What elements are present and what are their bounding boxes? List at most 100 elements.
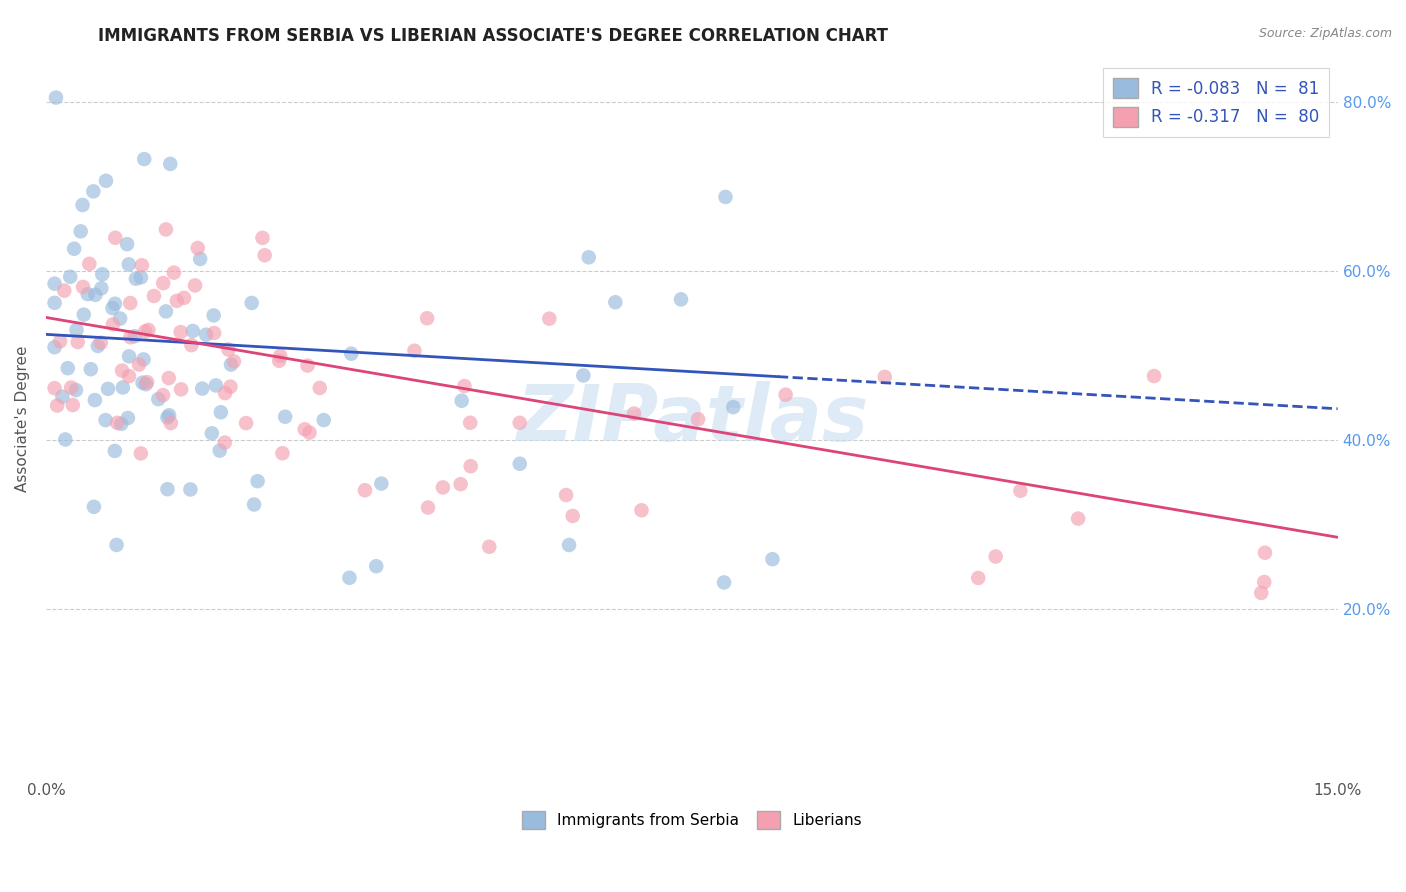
Text: Source: ZipAtlas.com: Source: ZipAtlas.com [1258,27,1392,40]
Point [124,329,146,343]
Point [80,362,103,376]
Point [214,386,236,401]
Point [561,508,583,523]
Point [105,416,128,430]
Point [218,343,240,357]
Point [110,417,132,431]
Point [131,376,153,390]
Point [1253,575,1275,590]
Y-axis label: Associate's Degree: Associate's Degree [15,346,30,492]
Point [49,334,72,349]
Point [44,295,66,310]
Point [159,157,181,171]
Point [120,330,142,344]
Point [76,287,98,301]
Point [253,248,276,262]
Point [235,416,257,430]
Point [308,381,330,395]
Text: ZIPatlas: ZIPatlas [516,381,868,457]
Point [115,237,138,252]
Point [630,503,652,517]
Point [134,152,156,166]
Point [370,476,392,491]
Point [157,408,180,422]
Point [44,381,66,395]
Point [478,540,501,554]
Point [111,380,134,394]
Point [128,358,150,372]
Point [1010,483,1032,498]
Point [83,500,105,514]
Point [214,435,236,450]
Point [87,339,110,353]
Point [873,369,896,384]
Point [243,498,266,512]
Point [152,388,174,402]
Point [572,368,595,383]
Point [605,295,627,310]
Point [45,90,67,104]
Point [209,405,232,419]
Point [246,474,269,488]
Text: IMMIGRANTS FROM SERBIA VS LIBERIAN ASSOCIATE'S DEGREE CORRELATION CHART: IMMIGRANTS FROM SERBIA VS LIBERIAN ASSOC… [98,27,889,45]
Point [312,413,335,427]
Point [170,382,193,396]
Point [104,297,127,311]
Point [134,325,156,339]
Point [118,369,141,384]
Point [94,174,117,188]
Point [63,242,86,256]
Point [219,358,242,372]
Point [44,340,66,354]
Point [156,482,179,496]
Point [297,359,319,373]
Point [65,383,87,397]
Point [84,288,107,302]
Point [111,363,134,377]
Point [83,393,105,408]
Point [294,422,316,436]
Point [69,224,91,238]
Point [105,538,128,552]
Point [1250,586,1272,600]
Point [184,278,207,293]
Point [136,375,159,389]
Point [180,338,202,352]
Point [555,488,578,502]
Point [713,575,735,590]
Point [173,291,195,305]
Point [156,410,179,425]
Point [187,241,209,255]
Point [298,425,321,440]
Point [152,276,174,290]
Legend: Immigrants from Serbia, Liberians: Immigrants from Serbia, Liberians [516,805,868,835]
Point [120,296,142,310]
Point [155,304,177,318]
Point [91,268,114,282]
Point [222,354,245,368]
Point [142,289,165,303]
Point [1067,511,1090,525]
Point [195,327,218,342]
Point [188,252,211,266]
Point [269,353,291,368]
Point [157,371,180,385]
Point [60,380,83,394]
Point [623,407,645,421]
Point [160,416,183,430]
Point [104,444,127,458]
Point [686,412,709,426]
Point [339,571,361,585]
Point [967,571,990,585]
Point [90,335,112,350]
Point [46,399,69,413]
Point [509,416,531,430]
Point [761,552,783,566]
Point [460,459,482,474]
Point [135,377,157,392]
Point [59,269,82,284]
Point [129,446,152,460]
Point [132,352,155,367]
Point [79,257,101,271]
Point [94,413,117,427]
